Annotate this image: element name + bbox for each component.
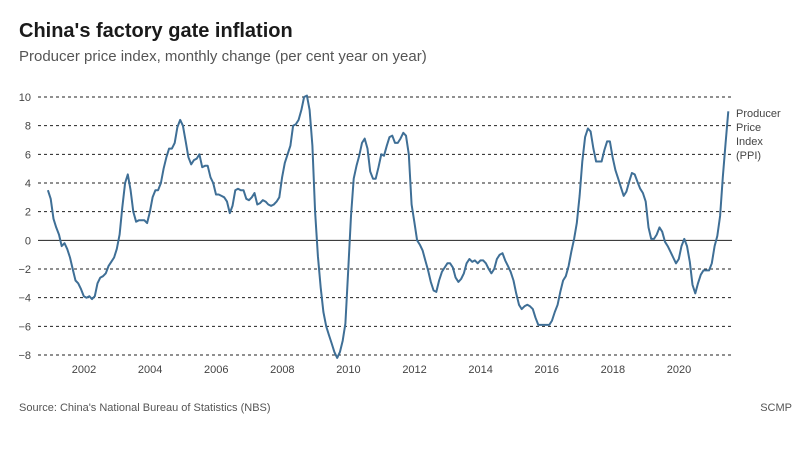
x-tick-label: 2014 bbox=[468, 364, 492, 376]
y-tick-label: 6 bbox=[25, 149, 31, 161]
y-tick-label: 10 bbox=[19, 92, 31, 104]
x-tick-label: 2006 bbox=[204, 364, 228, 376]
x-tick-label: 2004 bbox=[138, 364, 162, 376]
chart-subtitle: Producer price index, monthly change (pe… bbox=[19, 48, 427, 65]
y-tick-label: −6 bbox=[18, 321, 31, 333]
y-tick-label: 8 bbox=[25, 121, 31, 133]
y-tick-label: 2 bbox=[25, 207, 31, 219]
legend-label: (PPI) bbox=[736, 150, 761, 162]
legend: Producer Price Index (PPI) bbox=[736, 108, 781, 162]
y-axis-ticks: 10 8 6 4 2 0 −2 −4 −6 −8 bbox=[18, 92, 31, 362]
x-tick-label: 2016 bbox=[535, 364, 559, 376]
y-tick-label: −2 bbox=[18, 264, 31, 276]
x-tick-label: 2010 bbox=[336, 364, 360, 376]
credit-label: SCMP bbox=[760, 402, 792, 414]
source-note: Source: China's National Bureau of Stati… bbox=[19, 402, 271, 414]
gridlines bbox=[38, 96, 732, 356]
x-tick-label: 2008 bbox=[270, 364, 294, 376]
chart-title: China's factory gate inflation bbox=[19, 20, 293, 42]
ppi-series-line bbox=[46, 94, 730, 359]
y-tick-label: 0 bbox=[25, 235, 31, 247]
y-tick-label: −4 bbox=[18, 293, 31, 305]
legend-label: Index bbox=[736, 136, 763, 148]
x-tick-label: 2002 bbox=[72, 364, 96, 376]
x-tick-label: 2018 bbox=[601, 364, 625, 376]
legend-label: Price bbox=[736, 122, 761, 134]
y-tick-label: 4 bbox=[25, 178, 31, 190]
series-layer bbox=[46, 94, 730, 359]
x-tick-label: 2012 bbox=[402, 364, 426, 376]
x-tick-label: 2020 bbox=[667, 364, 691, 376]
legend-label: Producer bbox=[736, 108, 781, 120]
x-axis-ticks: 2002 2004 2006 2008 2010 2012 2014 2016 2018 2020 bbox=[72, 364, 691, 376]
y-tick-label: −8 bbox=[18, 350, 31, 362]
